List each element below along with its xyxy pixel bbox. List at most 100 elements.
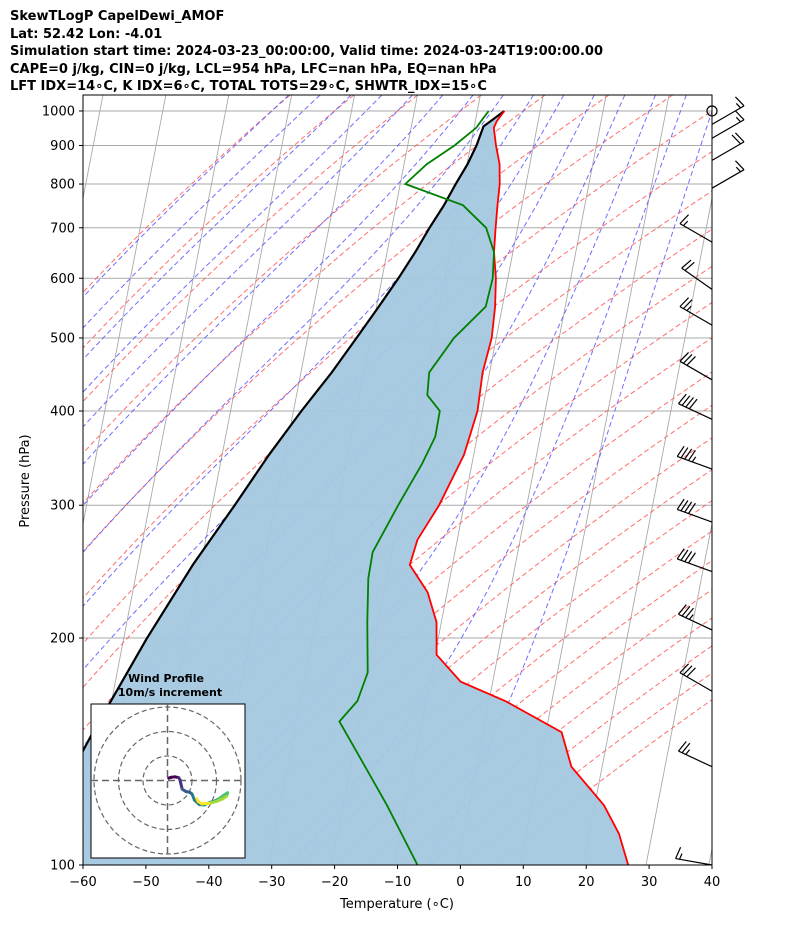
barb-flag bbox=[676, 548, 685, 560]
barb-flag bbox=[688, 552, 696, 564]
dry-adiabat bbox=[83, 95, 291, 294]
barb-staff bbox=[678, 613, 713, 631]
lifted-indices-line: LFT IDX=14∘C, K IDX=6∘C, TOTAL TOTS=29∘C… bbox=[10, 79, 487, 94]
moist-adiabat bbox=[426, 109, 712, 865]
barb-flag bbox=[681, 395, 691, 406]
wind-barb bbox=[679, 663, 713, 692]
barb-flag bbox=[679, 663, 689, 674]
barb-staff bbox=[679, 672, 713, 692]
barb-staff bbox=[677, 455, 713, 470]
barb-staff bbox=[679, 306, 713, 326]
barb-flag bbox=[688, 398, 698, 410]
moist-adiabat bbox=[83, 95, 352, 361]
wind-barb bbox=[706, 105, 718, 117]
wind-barb bbox=[676, 548, 713, 573]
x-tick-label: 30 bbox=[641, 875, 658, 890]
barb-half-flag bbox=[735, 166, 742, 173]
plot-area bbox=[83, 95, 712, 865]
isotherm-line bbox=[645, 521, 712, 865]
y-tick-label: 600 bbox=[50, 272, 75, 287]
y-tick-label: 1000 bbox=[42, 104, 75, 119]
hodograph-subtitle: 10m/s increment bbox=[118, 686, 222, 699]
barb-flag bbox=[680, 549, 689, 561]
wind-barb bbox=[711, 132, 745, 161]
y-tick-label: 900 bbox=[50, 139, 75, 154]
barb-half-flag bbox=[686, 305, 692, 312]
isotherm-line bbox=[708, 846, 712, 865]
barb-flag bbox=[681, 742, 691, 754]
barb-flag bbox=[684, 448, 693, 460]
barb-flag bbox=[685, 607, 694, 619]
wind-barb bbox=[711, 110, 745, 139]
isotherm-line bbox=[83, 95, 167, 526]
x-tick-label: 0 bbox=[456, 875, 464, 890]
x-axis-label: Temperature (∘C) bbox=[339, 897, 454, 912]
barb-flag bbox=[678, 393, 687, 405]
simulation-time-line: Simulation start time: 2024-03-23_00:00:… bbox=[10, 44, 603, 59]
barb-flag bbox=[684, 501, 693, 513]
barb-flag bbox=[676, 498, 685, 510]
barb-flag bbox=[688, 449, 696, 461]
barb-flag bbox=[679, 214, 689, 225]
hodograph-title: Wind Profile bbox=[128, 672, 204, 685]
barb-flag bbox=[682, 354, 693, 364]
barb-flag bbox=[681, 605, 691, 617]
wind-barb bbox=[711, 96, 745, 125]
x-tick-label: −10 bbox=[384, 875, 411, 890]
barb-flag bbox=[685, 397, 694, 408]
barb-staff bbox=[678, 403, 713, 420]
stability-indices-line: CAPE=0 j/kg, CIN=0 j/kg, LCL=954 hPa, LF… bbox=[10, 61, 497, 77]
wind-barb bbox=[711, 160, 745, 189]
barb-staff bbox=[679, 360, 713, 381]
x-tick-label: 40 bbox=[704, 875, 721, 890]
calm-circle bbox=[706, 105, 718, 117]
barb-flag bbox=[676, 445, 685, 457]
wind-barb bbox=[675, 847, 713, 866]
moist-adiabat bbox=[83, 95, 383, 393]
barb-staff bbox=[711, 105, 745, 125]
barb-staff bbox=[679, 223, 713, 243]
wind-barb bbox=[676, 445, 713, 470]
temperature-profile-line bbox=[408, 110, 630, 865]
barb-staff bbox=[677, 558, 713, 573]
barb-flag bbox=[735, 96, 745, 107]
barb-flag bbox=[679, 297, 689, 308]
barb-flag bbox=[735, 132, 745, 143]
x-tick-label: −50 bbox=[132, 875, 159, 890]
barb-staff bbox=[678, 750, 713, 768]
barb-flag bbox=[679, 352, 689, 362]
y-tick-label: 700 bbox=[50, 221, 75, 236]
moist-adiabat bbox=[160, 95, 656, 865]
barb-half-flag bbox=[685, 749, 691, 755]
dry-adiabat bbox=[83, 95, 355, 349]
barb-staff bbox=[677, 508, 713, 523]
barb-flag bbox=[678, 604, 687, 615]
hodograph-trace bbox=[195, 797, 200, 803]
parcel-profile-line bbox=[83, 110, 506, 754]
location-line: Lat: 52.42 Lon: -4.01 bbox=[10, 26, 163, 42]
barb-half-flag bbox=[678, 853, 683, 860]
moist-adiabat bbox=[83, 95, 321, 329]
moist-adiabat bbox=[290, 95, 687, 865]
moist-adiabat bbox=[83, 95, 413, 428]
barb-half-flag bbox=[682, 220, 689, 227]
hodograph-inset: Wind Profile 10m/s increment bbox=[90, 672, 246, 859]
barb-flag bbox=[678, 741, 687, 752]
barb-flag bbox=[675, 847, 682, 859]
y-axis-label: Pressure (hPa) bbox=[18, 434, 33, 527]
wind-barb bbox=[678, 741, 713, 768]
wind-barb bbox=[679, 297, 713, 326]
wind-barb bbox=[676, 498, 713, 523]
barb-half-flag bbox=[688, 614, 694, 620]
dry-adiabat bbox=[83, 95, 546, 504]
dry-adiabat bbox=[83, 95, 610, 553]
barb-flag bbox=[688, 502, 696, 514]
barb-flag bbox=[684, 551, 693, 562]
barb-half-flag bbox=[691, 456, 697, 463]
barb-flag bbox=[735, 110, 745, 121]
barb-flag bbox=[682, 299, 693, 310]
y-tick-label: 100 bbox=[50, 859, 75, 874]
barb-staff bbox=[711, 141, 745, 161]
dewpoint-profile-line bbox=[338, 110, 495, 865]
